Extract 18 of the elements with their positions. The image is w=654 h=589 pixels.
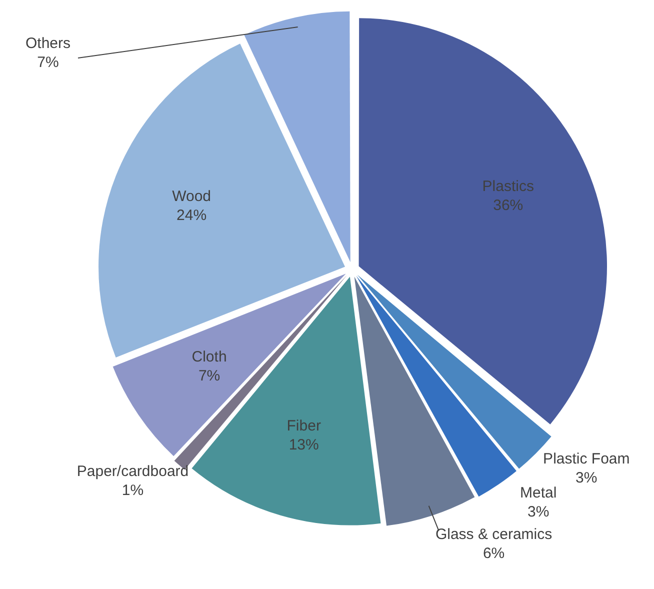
data-label: 3% (576, 470, 598, 487)
slice-label: Plastics (482, 178, 534, 196)
slice-label: Paper/cardboard (76, 462, 189, 480)
slice-label: Plastic Foam (543, 450, 630, 468)
slice-label: Cloth (192, 348, 227, 366)
data-label: 7% (198, 368, 220, 385)
data-label: 1% (122, 482, 144, 499)
data-label: 6% (482, 544, 505, 562)
data-label: 13% (288, 436, 319, 454)
slice-label: Wood (172, 188, 212, 206)
data-label: 36% (493, 197, 524, 214)
data-label: 24% (176, 207, 207, 224)
slice-label: Glass & ceramics (435, 526, 552, 543)
slice-label: Fiber (286, 417, 321, 434)
slice-label: Others (25, 35, 71, 52)
data-label: 3% (527, 503, 550, 520)
slice-label: Metal (520, 484, 557, 502)
data-label: 7% (37, 54, 59, 72)
